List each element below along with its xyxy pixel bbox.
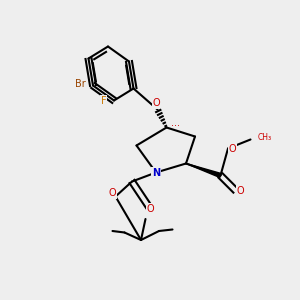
Text: Br: Br [75, 79, 86, 89]
Text: O: O [152, 98, 160, 109]
Text: O: O [229, 143, 236, 154]
Text: O: O [146, 203, 154, 214]
Text: F: F [101, 95, 106, 106]
Text: N: N [152, 167, 160, 178]
Polygon shape [186, 164, 221, 178]
Text: ···: ··· [171, 121, 180, 131]
Text: O: O [236, 185, 244, 196]
Text: CH₃: CH₃ [258, 133, 272, 142]
Text: O: O [109, 188, 116, 199]
